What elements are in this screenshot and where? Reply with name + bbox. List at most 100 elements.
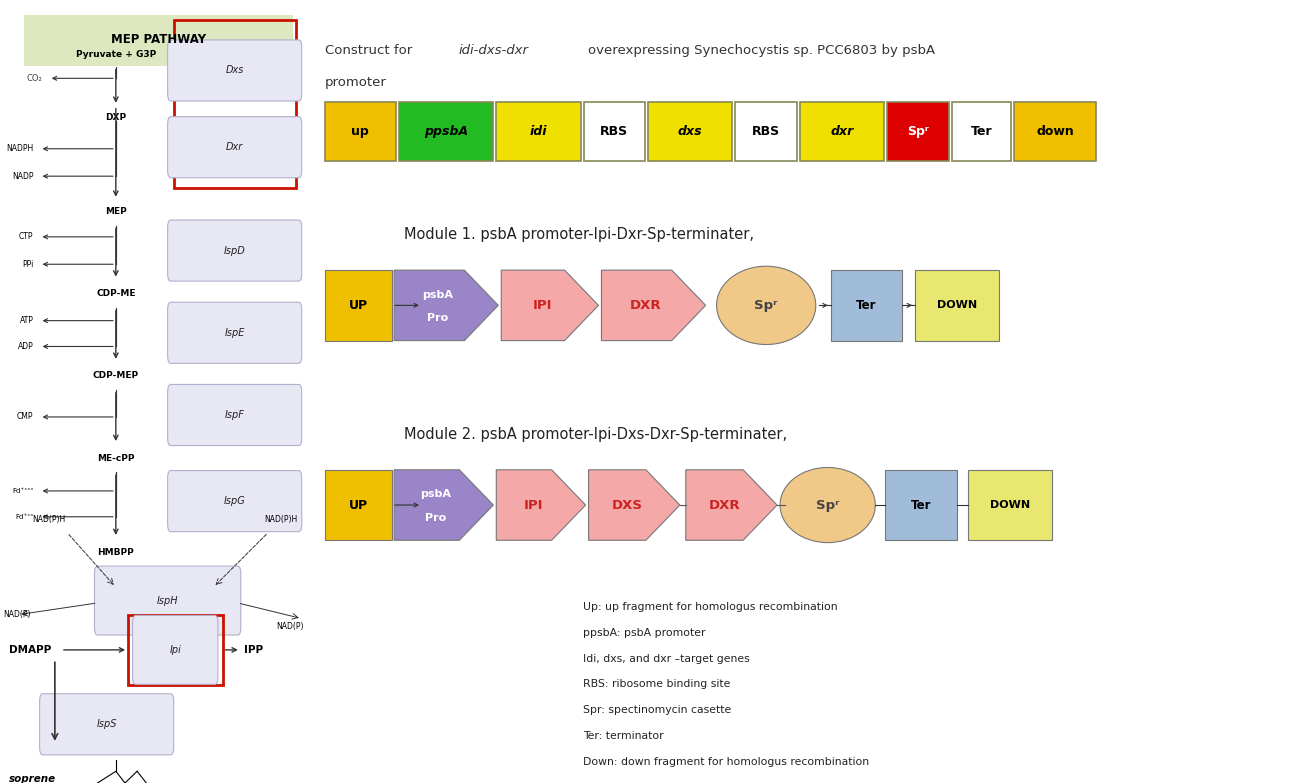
Bar	[887, 102, 948, 161]
Text: psbA: psbA	[423, 290, 454, 300]
Text: NAD(P): NAD(P)	[276, 622, 303, 631]
Text: ATP: ATP	[19, 316, 34, 325]
Text: Ipi: Ipi	[170, 645, 182, 655]
Text: Spʳ: Spʳ	[755, 299, 778, 312]
Text: down: down	[1036, 124, 1074, 138]
Text: UP: UP	[349, 299, 368, 312]
FancyBboxPatch shape	[25, 15, 293, 66]
Text: Down: down fragment for homologus recombination: Down: down fragment for homologus recomb…	[582, 757, 869, 767]
Text: up: up	[351, 124, 370, 138]
Bar	[735, 102, 796, 161]
Polygon shape	[497, 470, 585, 540]
Text: NAD(P): NAD(P)	[3, 610, 31, 619]
FancyBboxPatch shape	[167, 40, 302, 101]
Text: CDP-MEP: CDP-MEP	[93, 371, 139, 381]
Text: Fd⁺ˣˣˣ: Fd⁺ˣˣˣ	[12, 488, 34, 494]
Bar	[648, 102, 733, 161]
Text: IspD: IspD	[224, 246, 245, 255]
Polygon shape	[394, 470, 493, 540]
Text: DXS: DXS	[611, 499, 642, 511]
Text: Module 1. psbA promoter-Ipi-Dxr-Sp-terminater,: Module 1. psbA promoter-Ipi-Dxr-Sp-termi…	[403, 227, 754, 243]
Text: CMP: CMP	[17, 413, 34, 421]
Text: Ter: Ter	[856, 299, 877, 312]
Text: IPI: IPI	[524, 499, 543, 511]
Text: dxs: dxs	[678, 124, 703, 138]
Bar	[497, 102, 581, 161]
Text: IspE: IspE	[224, 328, 245, 337]
FancyBboxPatch shape	[167, 471, 302, 532]
Text: Construct for: Construct for	[324, 45, 416, 57]
Text: Pro: Pro	[425, 513, 446, 523]
FancyBboxPatch shape	[167, 220, 302, 281]
Text: Fd⁺ˣˣ: Fd⁺ˣˣ	[16, 514, 34, 520]
Polygon shape	[602, 270, 706, 341]
Text: NAD(P)H: NAD(P)H	[32, 514, 65, 524]
Text: Module 2. psbA promoter-Ipi-Dxs-Dxr-Sp-terminater,: Module 2. psbA promoter-Ipi-Dxs-Dxr-Sp-t…	[403, 427, 787, 442]
Text: promoter: promoter	[324, 76, 387, 88]
Text: CDP-ME: CDP-ME	[96, 289, 136, 298]
Polygon shape	[686, 470, 777, 540]
Text: ME-cPP: ME-cPP	[97, 453, 135, 463]
Text: Pro: Pro	[427, 313, 449, 323]
FancyBboxPatch shape	[132, 615, 218, 684]
Bar	[914, 270, 999, 341]
Bar	[968, 470, 1052, 540]
FancyBboxPatch shape	[40, 694, 174, 755]
Text: MEP: MEP	[105, 207, 127, 216]
Text: RBS: ribosome binding site: RBS: ribosome binding site	[582, 680, 730, 689]
Polygon shape	[589, 470, 680, 540]
Text: MEP PATHWAY: MEP PATHWAY	[112, 34, 206, 46]
Text: IPP: IPP	[244, 645, 263, 655]
Text: Ter: Ter	[910, 499, 931, 511]
Bar	[584, 102, 645, 161]
Bar	[174, 20, 296, 188]
Text: IspH: IspH	[157, 596, 179, 605]
Bar	[886, 470, 957, 540]
Bar	[128, 615, 223, 685]
Text: ADP: ADP	[18, 342, 34, 351]
Bar	[800, 102, 885, 161]
Text: IspF: IspF	[224, 410, 245, 420]
FancyBboxPatch shape	[167, 384, 302, 446]
Circle shape	[716, 266, 816, 345]
Text: CTP: CTP	[19, 233, 34, 241]
Text: DOWN: DOWN	[990, 500, 1030, 510]
Bar	[324, 470, 392, 540]
Text: Spʳ: Spʳ	[816, 499, 839, 511]
Text: dxr: dxr	[830, 124, 853, 138]
Text: soprene: soprene	[9, 774, 56, 783]
Bar	[952, 102, 1012, 161]
FancyBboxPatch shape	[167, 302, 302, 363]
Text: RBS: RBS	[601, 124, 629, 138]
Text: DMAPP: DMAPP	[9, 645, 52, 655]
Text: NADP: NADP	[12, 171, 34, 181]
Text: IPI: IPI	[532, 299, 551, 312]
Text: Spr: spectinomycin casette: Spr: spectinomycin casette	[582, 705, 732, 715]
Text: overexpressing Synechocystis sp. PCC6803 by psbA: overexpressing Synechocystis sp. PCC6803…	[588, 45, 935, 57]
Text: ppsbA: ppsbA	[424, 124, 468, 138]
Text: PPi: PPi	[22, 260, 34, 269]
Text: CO₂: CO₂	[27, 74, 43, 83]
Polygon shape	[501, 270, 598, 341]
Text: Ter: terminator: Ter: terminator	[582, 731, 663, 741]
Bar	[324, 102, 396, 161]
Text: DXP: DXP	[105, 113, 126, 122]
Text: UP: UP	[349, 499, 368, 511]
Bar	[399, 102, 493, 161]
Text: psbA: psbA	[420, 489, 451, 500]
Text: DXR: DXR	[629, 299, 661, 312]
Bar	[830, 270, 903, 341]
Text: Dxs: Dxs	[226, 66, 244, 75]
Text: DOWN: DOWN	[938, 301, 977, 310]
Text: Spʳ: Spʳ	[907, 124, 929, 138]
Text: Ter: Ter	[970, 124, 992, 138]
Text: idi: idi	[529, 124, 547, 138]
Text: NAD(P)H: NAD(P)H	[263, 514, 297, 524]
Text: RBS: RBS	[752, 124, 781, 138]
FancyBboxPatch shape	[167, 117, 302, 178]
Text: NADPH: NADPH	[6, 144, 34, 153]
Polygon shape	[394, 270, 498, 341]
Bar	[324, 270, 392, 341]
FancyBboxPatch shape	[95, 566, 241, 635]
Text: Up: up fragment for homologus recombination: Up: up fragment for homologus recombinat…	[582, 602, 838, 612]
